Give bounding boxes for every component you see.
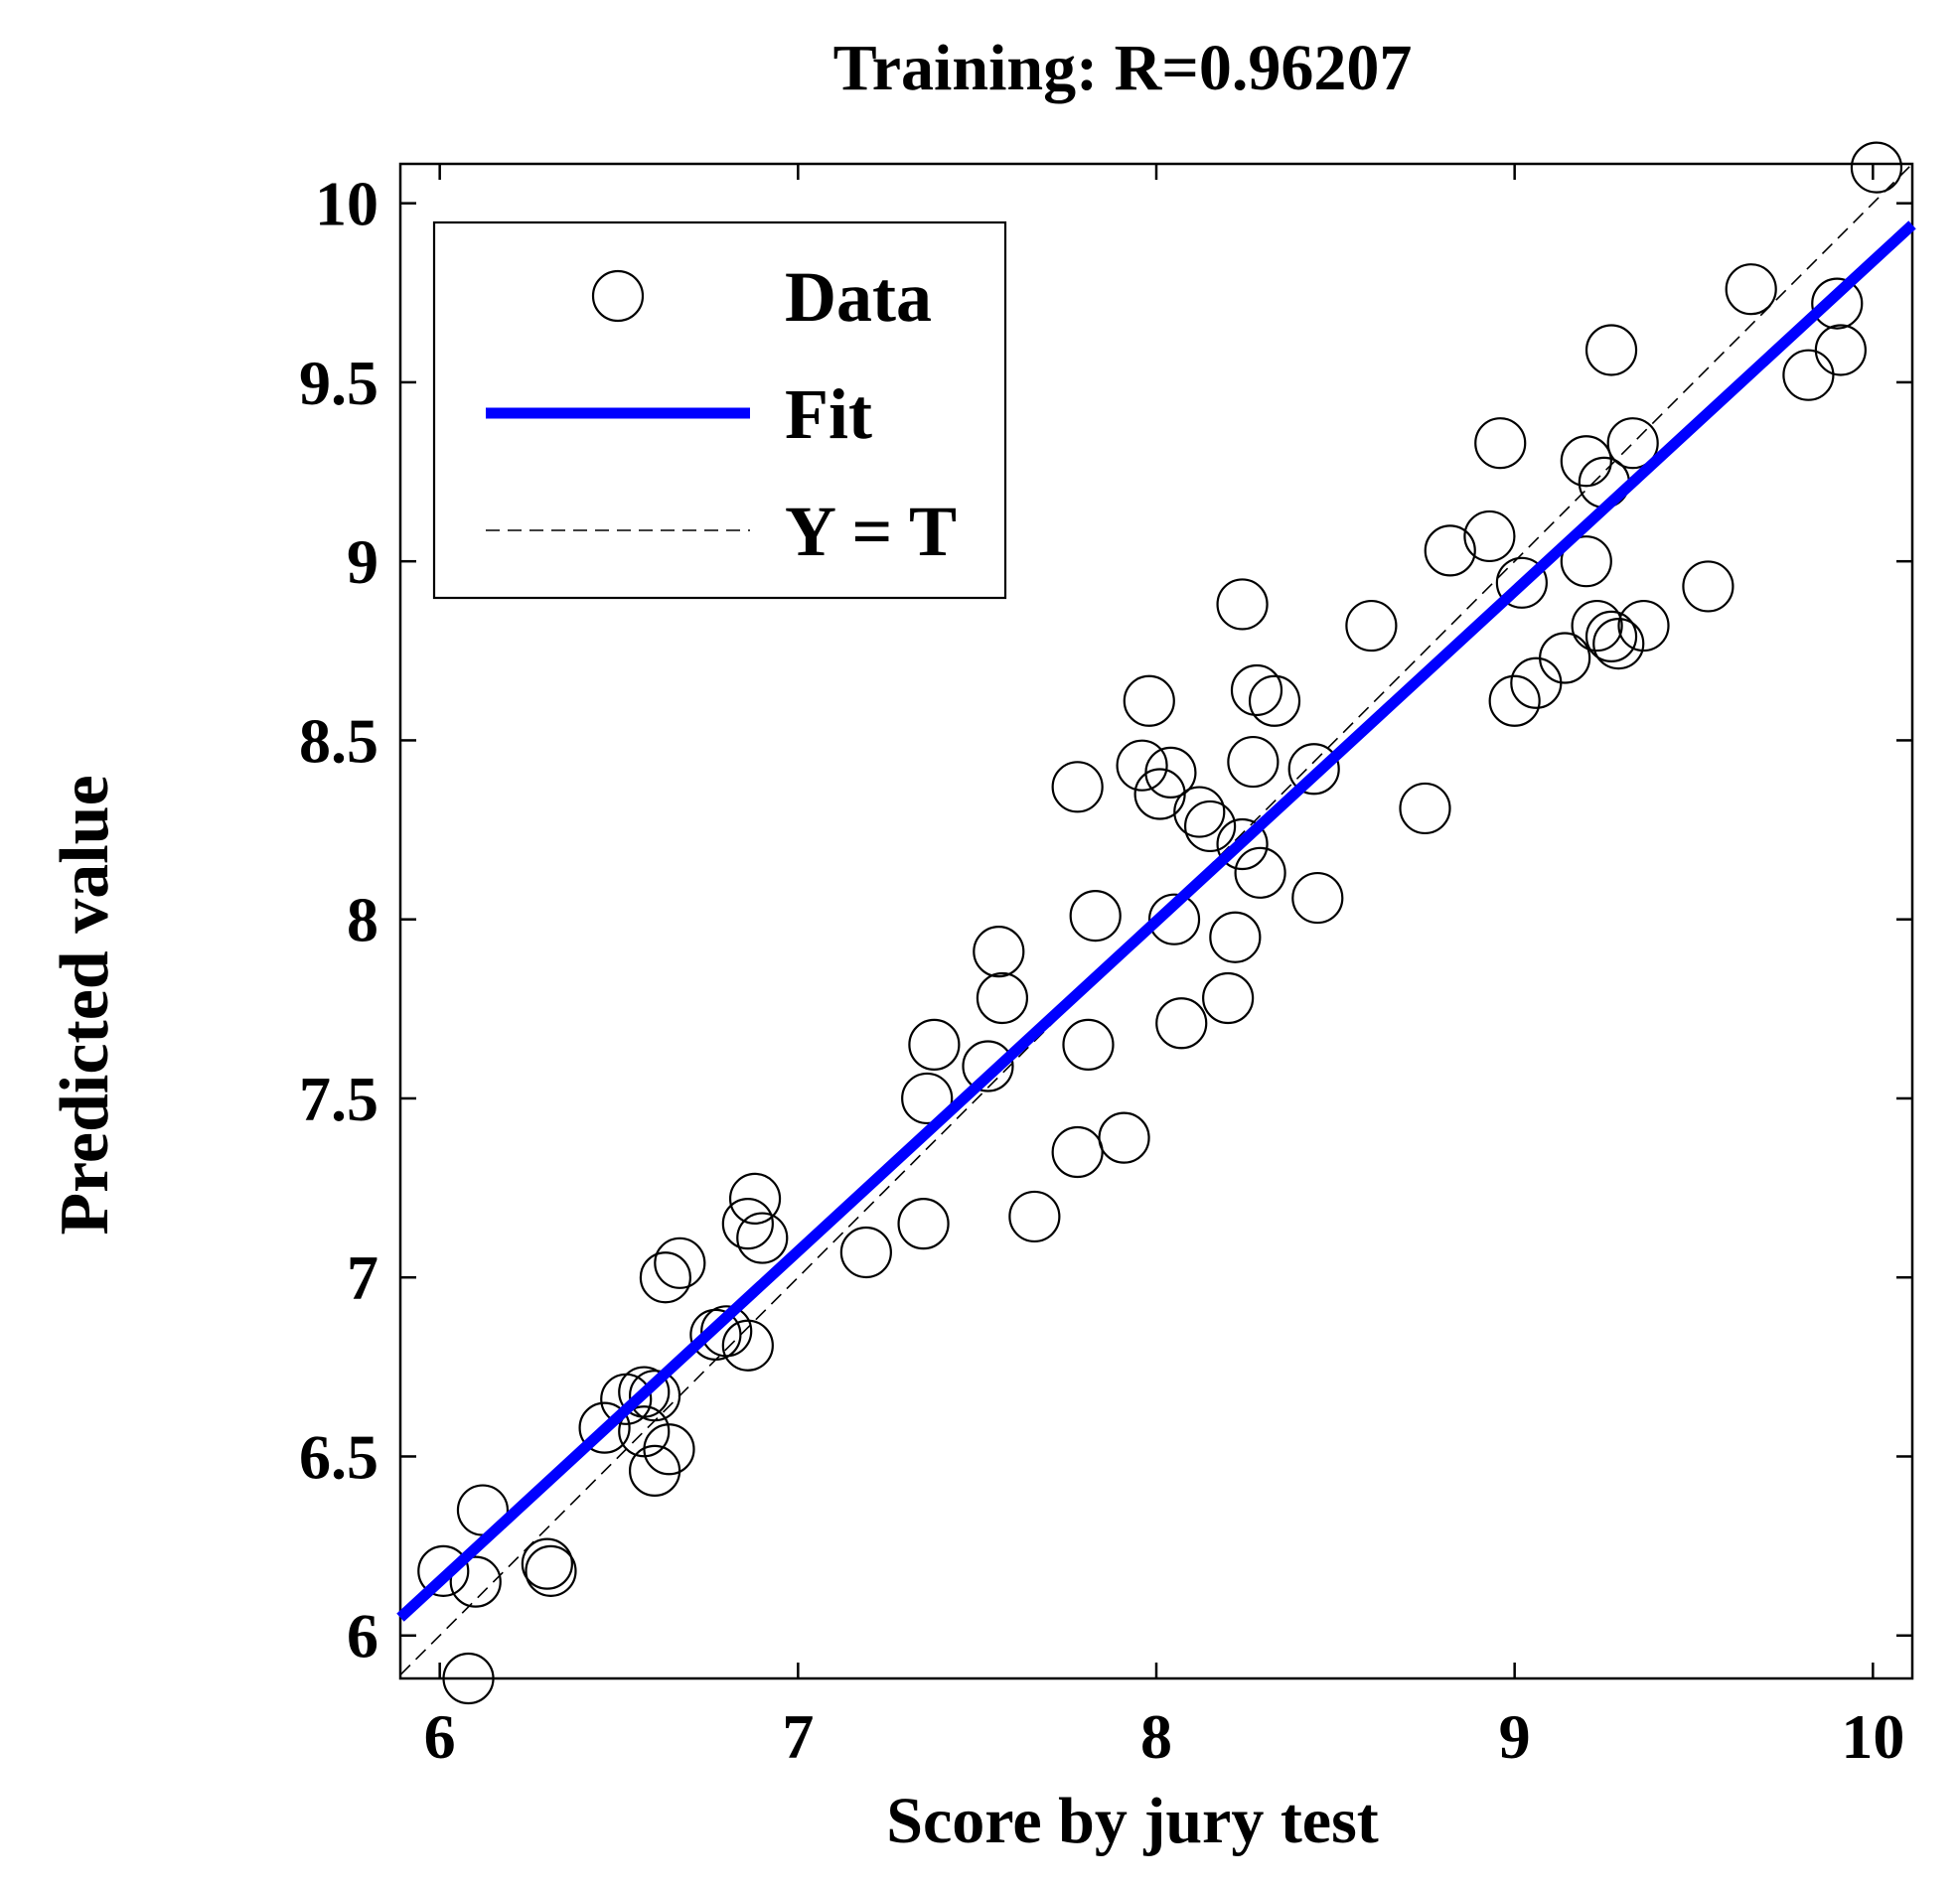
data-point bbox=[839, 1226, 892, 1279]
data-point bbox=[721, 1198, 774, 1250]
data-point bbox=[1155, 997, 1208, 1050]
x-tick-label: 7 bbox=[782, 1701, 814, 1772]
data-point bbox=[1584, 324, 1638, 376]
data-point bbox=[628, 1370, 681, 1422]
data-point bbox=[1345, 599, 1398, 653]
data-point bbox=[1539, 632, 1591, 684]
y-tick-label: 8 bbox=[347, 885, 378, 955]
data-point bbox=[618, 1405, 671, 1458]
data-point bbox=[1850, 141, 1903, 194]
data-point bbox=[1488, 674, 1541, 727]
data-point bbox=[1202, 971, 1255, 1025]
data-point bbox=[1144, 746, 1197, 799]
y-axis-label: Predicted value bbox=[47, 775, 123, 1235]
data-point bbox=[1116, 739, 1168, 792]
data-point bbox=[1814, 324, 1867, 376]
y-tick-label: 6.5 bbox=[299, 1421, 378, 1492]
data-point bbox=[1782, 349, 1835, 401]
data-point bbox=[1051, 761, 1104, 813]
data-point bbox=[1216, 578, 1269, 631]
data-point bbox=[1287, 743, 1340, 796]
data-point bbox=[1248, 674, 1301, 727]
legend-label: Fit bbox=[785, 374, 872, 454]
data-point bbox=[1234, 846, 1286, 899]
data-point bbox=[525, 1544, 577, 1597]
x-tick-label: 10 bbox=[1841, 1701, 1904, 1772]
data-point bbox=[1147, 893, 1201, 945]
data-point bbox=[521, 1537, 573, 1590]
data-point bbox=[1216, 817, 1269, 871]
y-tick-label: 9 bbox=[347, 526, 378, 597]
data-point bbox=[1560, 535, 1612, 588]
x-tick-label: 8 bbox=[1140, 1701, 1172, 1772]
data-point bbox=[1209, 911, 1262, 963]
data-point bbox=[1592, 617, 1645, 670]
data-point bbox=[1463, 509, 1516, 563]
legend-label: Y = T bbox=[785, 492, 957, 571]
data-point bbox=[1495, 556, 1548, 609]
y-tick-label: 10 bbox=[315, 169, 378, 239]
data-point bbox=[897, 1198, 950, 1250]
data-point bbox=[1062, 1018, 1115, 1071]
data-point bbox=[639, 1251, 691, 1304]
data-point bbox=[736, 1212, 789, 1264]
chart-title: Training: R=0.96207 bbox=[833, 32, 1413, 104]
data-point bbox=[1183, 800, 1237, 853]
data-point bbox=[1069, 889, 1122, 943]
y-tick-label: 6 bbox=[347, 1601, 378, 1672]
data-point bbox=[976, 971, 1029, 1025]
legend-label: Data bbox=[785, 257, 932, 337]
data-point bbox=[1230, 663, 1283, 717]
legend-data-marker bbox=[591, 269, 645, 323]
data-point bbox=[1725, 263, 1777, 316]
data-point bbox=[1098, 1111, 1150, 1164]
data-point bbox=[1051, 1125, 1104, 1179]
data-point bbox=[417, 1544, 470, 1597]
data-point bbox=[721, 1319, 774, 1372]
x-axis-label: Score by jury test bbox=[886, 1785, 1379, 1857]
data-point bbox=[1227, 735, 1280, 789]
y-tick-label: 7.5 bbox=[299, 1064, 378, 1134]
data-point bbox=[578, 1401, 631, 1454]
data-point bbox=[1584, 610, 1638, 662]
x-tick-label: 6 bbox=[424, 1701, 456, 1772]
data-point bbox=[1424, 524, 1476, 577]
x-tick-label: 9 bbox=[1499, 1701, 1531, 1772]
legend: Data Fit Y = T bbox=[432, 220, 1007, 600]
y-tick-label: 9.5 bbox=[299, 348, 378, 418]
data-point bbox=[449, 1555, 502, 1608]
data-point bbox=[1560, 435, 1612, 488]
data-point bbox=[643, 1423, 695, 1476]
y-tick-label: 8.5 bbox=[299, 705, 378, 776]
data-point bbox=[1399, 782, 1451, 835]
data-point bbox=[654, 1236, 706, 1289]
data-point bbox=[1474, 417, 1527, 470]
plot-area: 6 7 8 9 10 6 6.5 7 7.5 8 8.5 9 9.5 10 bbox=[299, 141, 1916, 1772]
data-point bbox=[973, 926, 1025, 978]
y-tick-label: 7 bbox=[347, 1242, 378, 1313]
data-point bbox=[1291, 871, 1344, 925]
data-point bbox=[901, 1072, 954, 1125]
data-point bbox=[1173, 786, 1226, 838]
data-point bbox=[1606, 417, 1659, 470]
data-point bbox=[908, 1018, 961, 1071]
data-point bbox=[1617, 599, 1670, 653]
data-point bbox=[1008, 1190, 1061, 1243]
data-point bbox=[1571, 599, 1623, 653]
data-point bbox=[1682, 560, 1734, 613]
fit-line bbox=[396, 220, 1916, 1622]
data-point bbox=[728, 1172, 782, 1226]
data-point bbox=[1811, 277, 1864, 330]
data-point bbox=[1123, 674, 1175, 727]
data-point bbox=[962, 1040, 1014, 1092]
identity-line bbox=[399, 163, 1913, 1675]
data-point bbox=[442, 1652, 495, 1705]
